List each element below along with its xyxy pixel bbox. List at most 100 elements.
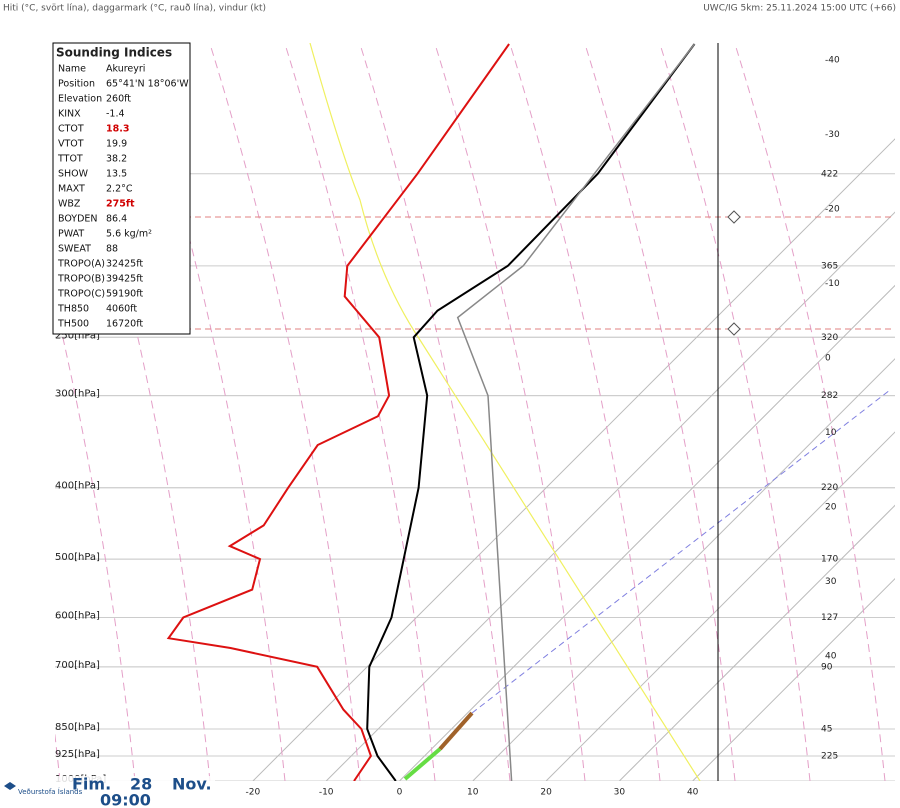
y-tick-label: 600[hPa] [55, 610, 100, 621]
index-value: 2.2°C [106, 184, 133, 195]
indices-box: Sounding Indices Name Akureyri Position 65°… [52, 42, 191, 335]
index-key: SHOW [58, 169, 89, 180]
index-key: SWEAT [58, 244, 91, 255]
edge-label: 30 [825, 577, 837, 587]
index-value: 88 [106, 244, 118, 255]
index-key: TH500 [57, 319, 89, 330]
index-value: 59190ft [106, 289, 143, 300]
adiabat [434, 43, 586, 781]
index-key: MAXT [58, 184, 85, 195]
edge-label: 10 [825, 428, 837, 438]
index-value: 38.2 [106, 154, 127, 165]
y-tick-label: 850[hPa] [55, 722, 100, 733]
height-label: 220 [821, 483, 838, 493]
index-value: 32425ft [106, 259, 143, 270]
edge-label: -40 [825, 56, 840, 66]
hodo [438, 711, 474, 751]
index-key: VTOT [58, 139, 84, 150]
index-value: 18.3 [106, 124, 129, 135]
header-left: Hiti (°C, svört lína), daggarmark (°C, r… [3, 4, 266, 14]
adiabat [359, 43, 511, 781]
x-tick-label: 20 [540, 788, 552, 798]
indices-title: Sounding Indices [56, 46, 172, 60]
decor [55, 43, 895, 781]
index-value: 275ft [106, 199, 135, 210]
height-label: 282 [821, 391, 838, 401]
height-label: 320 [821, 333, 838, 343]
x-tick-label: 10 [467, 788, 479, 798]
footer: Veðurstofa Íslands Fim. 28 Nov. 09:00 [0, 775, 215, 808]
index-key: TROPO(C) [57, 289, 105, 300]
y-tick-label: 925[hPa] [55, 749, 100, 760]
x-tick-label: 30 [614, 788, 626, 798]
adiabat [59, 43, 211, 781]
adiabat [659, 43, 811, 781]
index-value: 39425ft [106, 274, 143, 285]
y-tick-label: 300[hPa] [55, 389, 100, 400]
height-label: 225 [821, 752, 838, 762]
y-tick-label: 400[hPa] [55, 481, 100, 492]
index-value: 260ft [106, 94, 131, 105]
isotherm [325, 211, 895, 781]
grid [55, 43, 895, 781]
index-value: 86.4 [106, 214, 127, 225]
footer-bg [0, 776, 215, 808]
height-label: 127 [821, 613, 838, 623]
isotherm [545, 431, 895, 781]
index-key: KINX [58, 109, 81, 120]
adiabat [55, 731, 61, 781]
index-value: 16720ft [106, 319, 143, 330]
curves [166, 43, 696, 781]
index-value: -1.4 [106, 109, 125, 120]
edge-label: -10 [825, 279, 840, 289]
x-tick-label: -20 [246, 788, 261, 798]
x-tick-label: 0 [397, 788, 403, 798]
index-key: Name [58, 64, 86, 75]
adiabat [584, 43, 736, 781]
index-key: BOYDEN [58, 214, 98, 225]
isotherm [399, 284, 895, 781]
hodo [403, 747, 442, 781]
index-key: TROPO(B) [57, 274, 105, 285]
index-key: Position [58, 79, 95, 90]
edge-label: -30 [825, 130, 840, 140]
profile-line [366, 43, 696, 781]
y-tick-label: 700[hPa] [55, 660, 100, 671]
date: 28 [130, 775, 152, 794]
x-tick-label: -10 [319, 788, 334, 798]
adiabat [509, 43, 661, 781]
height-label: 90 [821, 662, 833, 672]
edge-label: 20 [825, 503, 837, 513]
index-value: 13.5 [106, 169, 127, 180]
index-value: 4060ft [106, 304, 137, 315]
adiabat [734, 43, 886, 781]
height-label: 45 [821, 724, 832, 734]
time: 09:00 [100, 791, 151, 808]
index-value: Akureyri [106, 64, 145, 75]
header-right: UWC/IG 5km: 25.11.2024 15:00 UTC (+66) [703, 4, 896, 14]
edge-label: -20 [825, 205, 840, 215]
indices-frame [52, 42, 191, 335]
adiabat [209, 43, 361, 781]
profile-line [456, 43, 696, 781]
isotherm [619, 504, 895, 781]
reference-line [309, 43, 701, 781]
index-key: TH850 [57, 304, 89, 315]
index-key: CTOT [58, 124, 84, 135]
logo-icon [4, 782, 16, 790]
height-label: 365 [821, 261, 838, 271]
profile-line [166, 43, 510, 781]
adiabat [284, 43, 436, 781]
isotherm [692, 577, 895, 781]
y-tick-label: 500[hPa] [55, 552, 100, 563]
logo: Veðurstofa Íslands [18, 787, 83, 796]
index-value: 65°41'N 18°06'W [106, 79, 189, 90]
index-value: 19.9 [106, 139, 127, 150]
isotherm [472, 358, 895, 781]
adiabat [55, 300, 136, 781]
index-key: Elevation [58, 94, 102, 105]
index-value: 5.6 kg/m² [106, 229, 152, 240]
index-key: TTOT [57, 154, 83, 165]
day: Fim. [72, 775, 111, 794]
